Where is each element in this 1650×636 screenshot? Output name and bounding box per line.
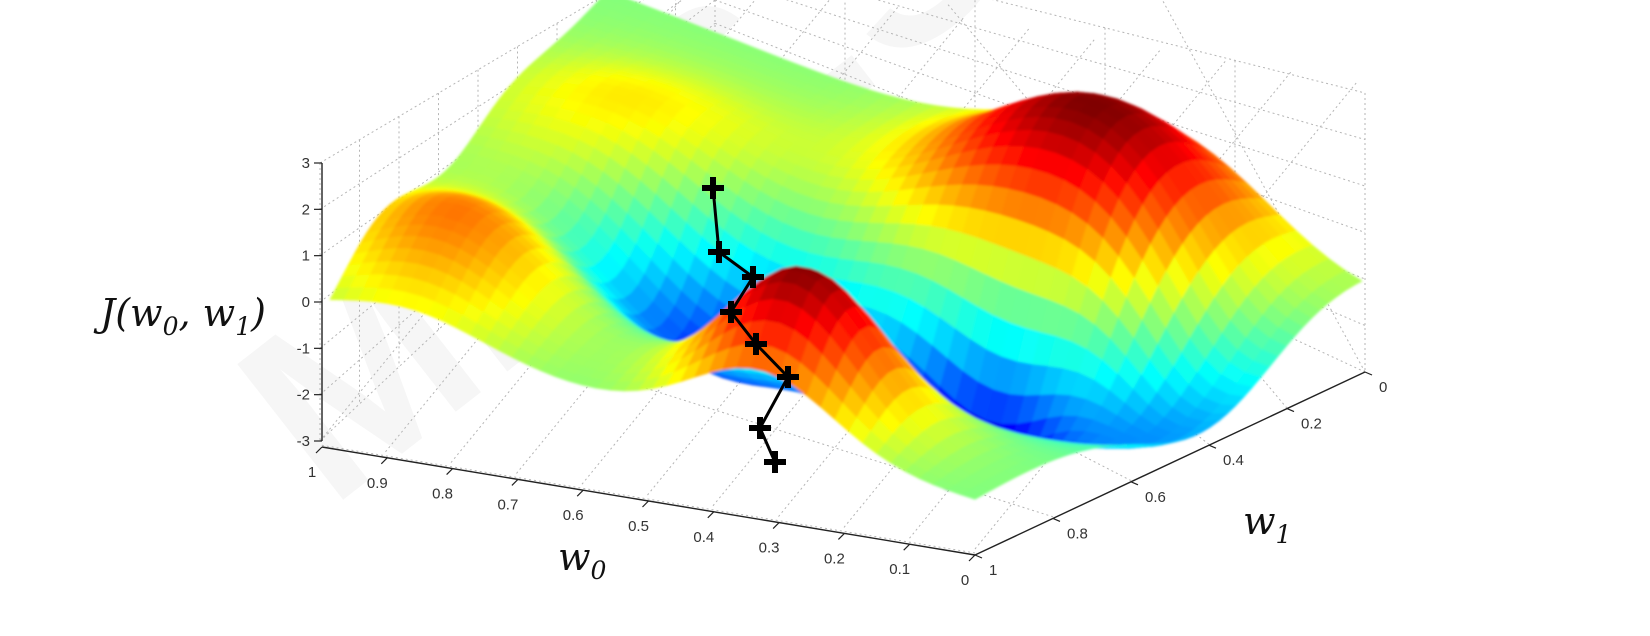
- w1-tick-label: 0.4: [1223, 452, 1244, 469]
- w0-tick-label: 0.5: [628, 518, 649, 535]
- tick-labels: 3 2 1 0 -1 -2 -3 1 0.9 0.8 0.7 0.6 0.5 0.4 0.3 0.2 0.1 0 0…: [297, 155, 1388, 589]
- descent-step-marker: [742, 266, 764, 288]
- surface-patch: [606, 0, 622, 5]
- w0-tick-label: 1: [308, 464, 316, 481]
- w0-axis-label: w0: [558, 535, 607, 585]
- descent-step-marker: [720, 301, 742, 323]
- z-tick-label: -3: [297, 433, 310, 450]
- w0-tick-mark: [772, 522, 780, 530]
- w0-tick-mark: [903, 543, 911, 551]
- w1-tick-label: 0.2: [1301, 416, 1322, 433]
- w0-tick-label: 0.3: [759, 540, 780, 557]
- w0-tick-label: 0.1: [889, 561, 910, 578]
- w0-tick-label: 0.9: [367, 475, 388, 492]
- w1-tick-label: 1: [989, 562, 997, 579]
- w0-tick-label: 0.6: [563, 507, 584, 524]
- descent-line: [711, 187, 790, 463]
- w1-tick-label: 0: [1379, 379, 1387, 396]
- gradient-descent-path: [702, 177, 799, 473]
- z-tick-label: 0: [302, 294, 310, 311]
- w0-tick-label: 0.7: [497, 496, 518, 513]
- w1-tick-mark: [1208, 444, 1217, 449]
- w1-tick-mark: [1364, 371, 1373, 376]
- w0-tick-mark: [576, 489, 584, 497]
- w0-tick-label: 0: [961, 572, 969, 589]
- w0-tick-mark: [446, 468, 454, 476]
- z-tick-label: 2: [302, 201, 310, 218]
- w0-tick-mark: [315, 446, 323, 454]
- z-axis-label: J(w0, w1): [93, 291, 266, 341]
- descent-step-marker: [777, 366, 799, 388]
- w1-tick-label: 0.6: [1145, 489, 1166, 506]
- w0-tick-label: 0.8: [432, 486, 453, 503]
- w1-tick-mark: [974, 554, 983, 559]
- cost-surface: [329, 0, 1363, 500]
- w0-tick-mark: [642, 500, 649, 508]
- descent-step-marker: [702, 177, 724, 199]
- w1-axis-label: w1: [1243, 499, 1291, 549]
- w1-tick-mark: [1286, 408, 1295, 413]
- w0-tick-mark: [968, 554, 976, 562]
- w1-tick-mark: [1052, 517, 1061, 522]
- descent-step-marker: [749, 417, 771, 439]
- w0-tick-mark: [837, 532, 845, 540]
- w1-tick-label: 0.8: [1067, 525, 1088, 542]
- z-tick-label: -1: [297, 340, 310, 357]
- w0-tick-mark: [511, 478, 519, 486]
- z-tick-label: -2: [297, 387, 310, 404]
- descent-step-marker: [708, 241, 730, 263]
- z-tick-label: 1: [302, 248, 310, 265]
- w0-tick-label: 0.4: [693, 529, 714, 546]
- z-tick-label: 3: [302, 155, 310, 172]
- w0-tick-label: 0.2: [824, 550, 845, 567]
- w0-tick-mark: [707, 511, 715, 519]
- descent-step-marker: [745, 333, 767, 355]
- w0-tick-mark: [380, 457, 388, 465]
- w1-tick-mark: [1130, 481, 1139, 486]
- surface-patch: [960, 489, 985, 500]
- descent-step-marker: [764, 451, 786, 473]
